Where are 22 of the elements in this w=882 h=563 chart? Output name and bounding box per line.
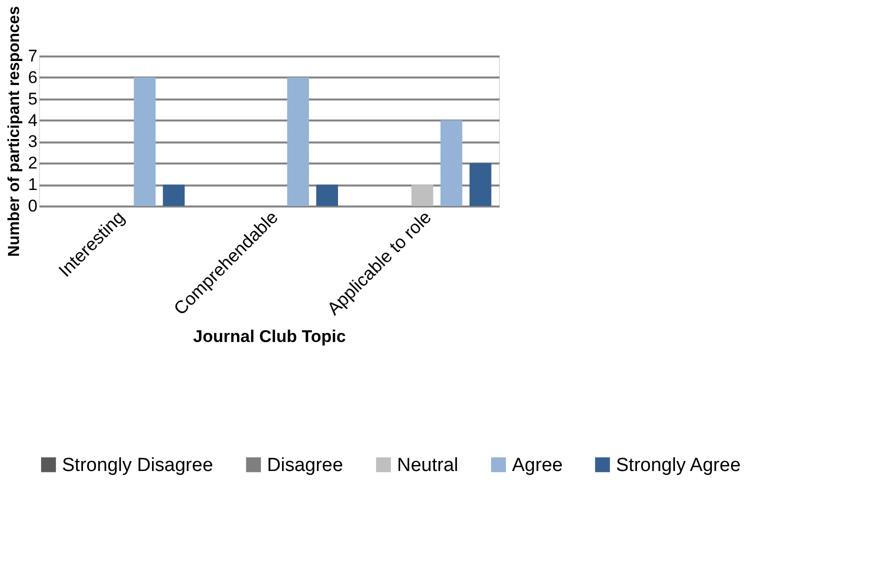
- y-tick-label: 3: [28, 132, 38, 152]
- bar: [316, 184, 338, 206]
- y-tick-label: 1: [28, 175, 38, 194]
- y-tick-label: 6: [28, 68, 38, 87]
- bar: [134, 77, 156, 206]
- bar: [470, 163, 492, 206]
- legend-label: Agree: [512, 454, 563, 476]
- legend-label: Strongly Agree: [616, 454, 741, 476]
- y-axis-title: Number of participant responces: [6, 6, 24, 257]
- legend-label: Disagree: [267, 454, 344, 476]
- y-tick-label: 0: [28, 196, 38, 216]
- legend-label: Neutral: [397, 454, 458, 476]
- y-tick-label: 2: [28, 154, 38, 173]
- bar: [411, 184, 434, 206]
- y-tick-label: 5: [28, 89, 38, 108]
- x-axis-title: Journal Club Topic: [193, 326, 346, 346]
- y-tick-label: 4: [28, 110, 38, 130]
- bar: [162, 184, 185, 206]
- bar: [287, 77, 309, 206]
- bar: [440, 120, 462, 206]
- y-tick-label: 7: [28, 46, 38, 66]
- legend-label: Strongly Disagree: [62, 454, 214, 476]
